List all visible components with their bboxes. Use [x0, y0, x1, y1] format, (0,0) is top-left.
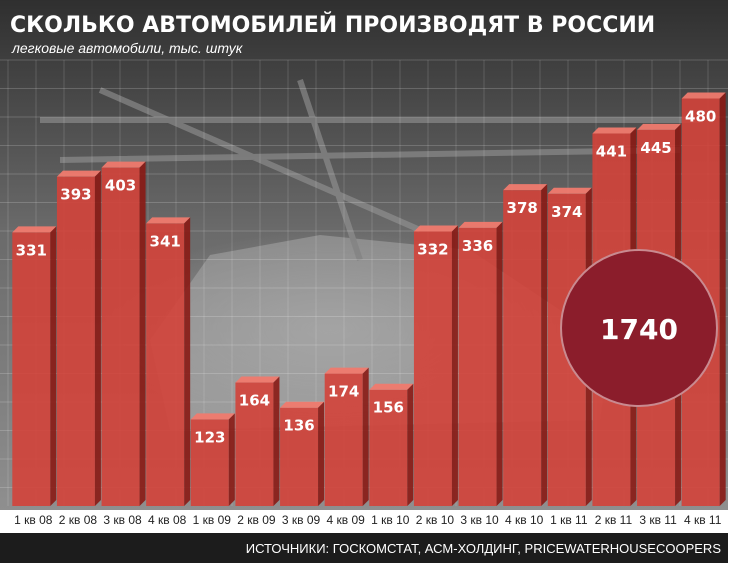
bar-front: [369, 389, 408, 506]
bar-front: [503, 190, 542, 506]
bar-2: [56, 170, 101, 506]
bar-side-face: [184, 217, 191, 507]
bar-top-face: [637, 123, 682, 130]
bar-top-face: [413, 225, 458, 232]
bar-value-label: 331: [16, 241, 47, 259]
bar-value-label: 336: [462, 237, 493, 255]
bar-top-face: [235, 376, 280, 383]
bar-top-face: [458, 221, 503, 228]
bar-value-label: 393: [60, 186, 91, 204]
bar-front: [12, 232, 51, 507]
x-tick-label: 4 кв 09: [327, 513, 366, 527]
x-tick-label: 1 кв 09: [193, 513, 232, 527]
bar-side-face: [496, 221, 503, 507]
bar-side-face: [541, 184, 548, 506]
bar-value-label: 341: [150, 232, 181, 250]
bar-top-face: [12, 226, 57, 233]
bar-value-label: 441: [596, 143, 627, 161]
bar-12: [503, 184, 548, 506]
bar-side-face: [139, 161, 146, 506]
bar-front: [458, 227, 497, 507]
chart-title: СКОЛЬКО АВТОМОБИЛЕЙ ПРОИЗВОДЯТ В РОССИИ: [10, 12, 655, 38]
bar-side-face: [273, 376, 280, 506]
bar-top-face: [56, 170, 101, 177]
bar-11: [458, 221, 503, 507]
bar-side-face: [362, 367, 369, 506]
bar-top-face: [547, 187, 592, 194]
bar-value-label: 374: [551, 203, 582, 221]
x-tick-label: 2 кв 11: [595, 513, 633, 527]
bar-10: [413, 225, 458, 507]
bar-side-face: [451, 225, 458, 507]
x-tick-label: 3 кв 10: [460, 513, 499, 527]
bar-6: [235, 376, 280, 506]
bar-top-face: [681, 92, 726, 99]
bar-front: [413, 231, 452, 507]
bar-top-face: [146, 217, 191, 224]
x-tick-label: 4 кв 10: [505, 513, 544, 527]
bar-front: [190, 419, 229, 506]
callout: 1740: [560, 249, 718, 407]
bar-value-label: 164: [239, 392, 270, 410]
x-tick-label: 1 кв 10: [371, 513, 410, 527]
footer-band: [0, 533, 728, 563]
bar-value-label: 136: [283, 417, 314, 435]
x-axis-labels: 1 кв 08 2 кв 08 3 кв 08 4 кв 08 1 кв 09 2 кв …: [14, 513, 722, 527]
bar-value-label: 332: [417, 241, 448, 259]
bar-front: [280, 407, 319, 506]
bar-side-face: [719, 92, 726, 506]
bar-top-face: [101, 161, 146, 168]
bar-top-face: [592, 127, 637, 134]
bars: [12, 92, 726, 507]
bar-front: [235, 382, 274, 506]
bar-7: [280, 401, 325, 506]
data-labels: 331 393 403 341 123 164 136 174 156 332 336 378 374 4…: [16, 107, 717, 446]
bar-front: [101, 167, 140, 506]
x-tick-label: 1 кв 11: [550, 513, 588, 527]
x-tick-label: 1 кв 08: [14, 513, 53, 527]
total-value: 1740: [600, 313, 678, 346]
bar-side-face: [407, 383, 414, 506]
x-tick-label: 2 кв 08: [59, 513, 98, 527]
bar-top-face: [190, 413, 235, 420]
axis-strip: [0, 510, 732, 532]
bar-value-label: 480: [685, 107, 716, 125]
bar-side-face: [228, 413, 235, 506]
total-circle: [560, 249, 718, 407]
bar-4: [146, 217, 191, 507]
bar-5: [190, 413, 235, 506]
bar-value-label: 403: [105, 177, 136, 195]
bar-top-face: [280, 401, 325, 408]
x-tick-label: 4 кв 08: [148, 513, 187, 527]
bar-top-face: [503, 184, 548, 191]
chart-subtitle: легковые автомобили, тыс. штук: [11, 40, 244, 56]
bar-value-label: 123: [194, 428, 225, 446]
bar-value-label: 156: [373, 399, 404, 417]
x-tick-label: 3 кв 08: [103, 513, 142, 527]
bar-front: [324, 373, 363, 506]
x-tick-label: 3 кв 11: [639, 513, 677, 527]
x-tick-label: 3 кв 09: [282, 513, 321, 527]
source-text: ИСТОЧНИКИ: ГОСКОМСТАТ, АСМ-ХОЛДИНГ, PRIC…: [246, 541, 722, 556]
bar-8: [324, 367, 369, 506]
bar-3: [101, 161, 146, 506]
bar-side-face: [94, 170, 101, 506]
x-tick-label: 2 кв 10: [416, 513, 455, 527]
bar-value-label: 378: [507, 199, 538, 217]
x-tick-label: 2 кв 09: [237, 513, 276, 527]
bar-value-label: 445: [640, 139, 671, 157]
bar-side-face: [50, 226, 57, 507]
bar-13: [547, 187, 592, 506]
bar-front: [146, 223, 185, 507]
bar-1: [12, 226, 57, 507]
bar-side-face: [318, 401, 325, 506]
bar-top-face: [324, 367, 369, 374]
bar-9: [369, 383, 414, 506]
x-tick-label: 4 кв 11: [684, 513, 722, 527]
bar-front: [56, 176, 95, 506]
bar-value-label: 174: [328, 383, 359, 401]
bar-top-face: [369, 383, 414, 390]
